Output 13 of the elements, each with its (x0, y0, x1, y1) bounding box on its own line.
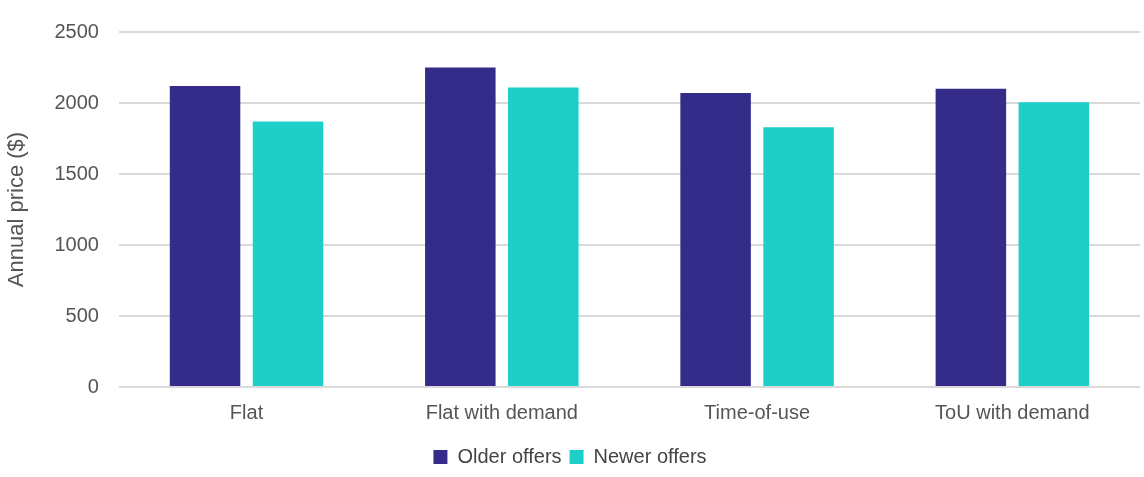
y-tick-label: 1000 (54, 232, 99, 255)
x-tick-label: Time-of-use (704, 400, 811, 423)
y-tick-label: 2500 (54, 19, 99, 42)
y-tick-label: 2000 (54, 90, 99, 113)
x-tick-label: Flat with demand (425, 400, 578, 423)
x-tick-label: ToU with demand (935, 400, 1090, 423)
y-tick-label: 0 (87, 374, 99, 397)
x-tick-label: Flat (229, 400, 264, 423)
y-tick-label: 1500 (54, 161, 99, 184)
legend-label: Older offers (457, 444, 562, 467)
y-tick-label: 500 (65, 303, 99, 326)
y-axis-title: Annual price ($) (3, 131, 29, 288)
legend-label: Newer offers (593, 444, 707, 467)
